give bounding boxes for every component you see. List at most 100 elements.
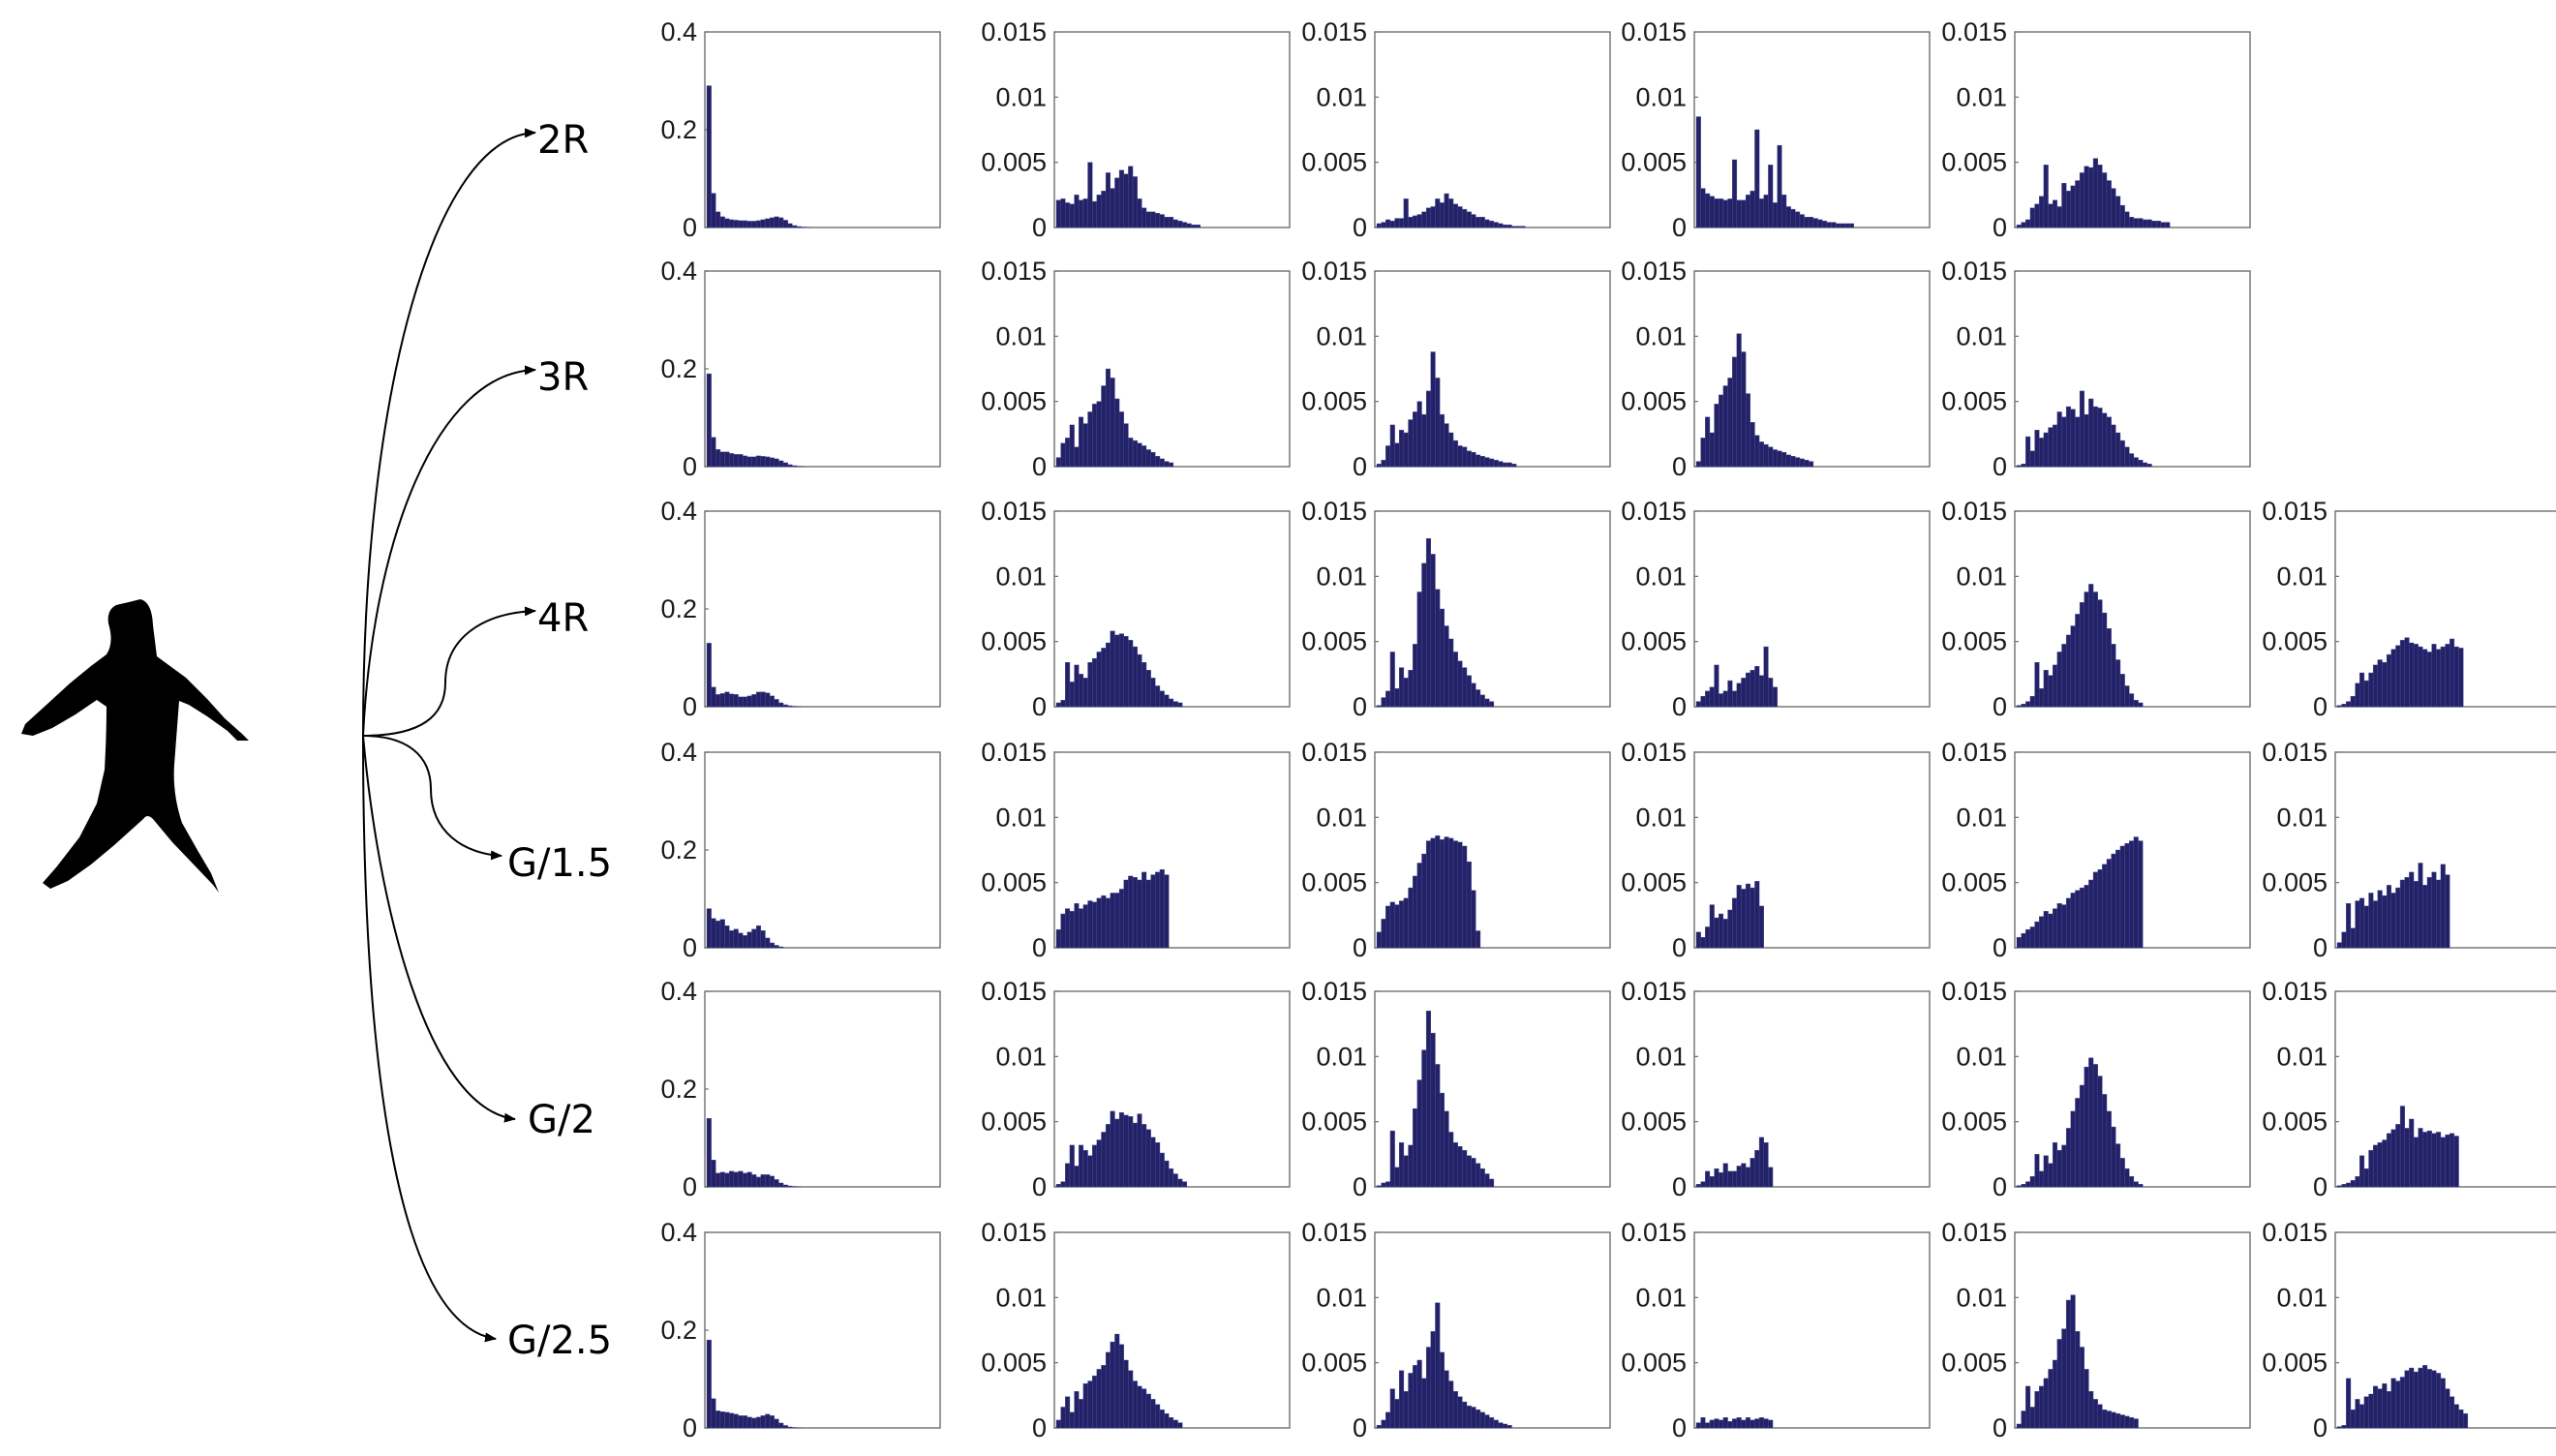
histogram-bar [2034,430,2040,468]
histogram-panel: 0 0.005 0.01 0.015 [1621,1218,1931,1442]
histogram-bar [1091,200,1098,228]
histogram-bar [1750,1158,1755,1188]
y-tick-label: 0.005 [1621,1349,1687,1378]
histogram-bar [1471,451,1476,468]
histogram-bar [1722,690,1728,708]
histogram-bar [2016,225,2022,228]
histogram-bar [2341,1184,2347,1188]
histogram-bar [2346,1182,2352,1188]
histogram-bar [2395,645,2401,708]
histogram-bar [1394,904,1400,949]
y-tick-label: 0.005 [1941,868,2007,897]
histogram-bar [719,451,725,468]
histogram-bar [743,455,748,468]
histogram-bar [746,695,752,708]
histogram-bar [2111,188,2116,228]
histogram-bar [1768,1167,1774,1188]
histogram-bar [1150,451,1156,468]
histogram-bar [1101,648,1107,708]
histogram-bar [1479,217,1485,228]
histogram-bar [1471,682,1476,708]
histogram-bar [1155,212,1161,228]
histogram-bar [1055,1184,1061,1188]
y-tick-label: 0.015 [1301,977,1367,1006]
histogram-bar [1745,672,1751,708]
histogram-bar [2056,206,2062,228]
histogram-bar [769,695,775,708]
histogram-bar [1758,1137,1764,1188]
y-tick-label: 0.01 [995,321,1047,350]
histogram-bar [715,1172,721,1188]
histogram-bar [1476,1409,1481,1429]
histogram-bar [1091,1375,1098,1429]
y-tick-label: 0.01 [995,1042,1047,1071]
histogram-bar [2102,412,2108,468]
y-tick-label: 0 [1672,1172,1687,1201]
histogram-bar [1731,690,1738,708]
histogram-bar [1381,697,1386,708]
histogram-bar [1502,1423,1508,1429]
histogram-bar [746,931,752,949]
y-tick-label: 0 [2313,692,2328,721]
y-tick-label: 0.005 [1621,387,1687,416]
histogram-bar [2138,702,2144,708]
histogram-bar [2377,1388,2383,1429]
histogram-bar [1155,1404,1161,1429]
histogram-bar [1055,1419,1061,1429]
histogram-bar [1695,461,1701,468]
histogram-bar [1714,664,1719,708]
histogram-bar [2386,1133,2391,1188]
histogram-bar [778,1182,784,1188]
histogram-bar [2155,221,2161,228]
histogram-bar [1741,199,1747,228]
y-tick-label: 0.4 [660,17,697,46]
histogram-bar [1817,219,1823,228]
histogram-bar [1155,871,1161,949]
histogram-bar [1110,378,1115,468]
histogram-bar [1430,1032,1436,1188]
histogram-bar [1060,913,1066,949]
histogram-bar [2084,1369,2089,1429]
histogram-bar [2025,219,2031,228]
histogram-bar [1155,456,1161,468]
histogram-bar [2043,432,2049,468]
histogram-bar [1110,630,1115,708]
histogram-bar [1412,1365,1418,1429]
histogram-bar [1177,1422,1183,1429]
histogram-bar [2436,879,2442,949]
histogram-bar [2336,1426,2342,1429]
histogram-bar [2359,1155,2365,1188]
histogram-bar [1768,165,1774,228]
histogram-bar [787,1185,793,1188]
histogram-bar [2372,1144,2379,1188]
histogram-bar [787,1426,793,1429]
histogram-bar [1745,1167,1751,1188]
row-label-3r: 3R [537,355,589,400]
y-tick-label: 0.01 [1635,1283,1687,1312]
histogram-bar [1177,221,1183,228]
histogram-bar [1736,1166,1742,1188]
histogram-bar [1448,638,1454,708]
histogram-bar [2462,1412,2469,1429]
histogram-bar [1118,1112,1124,1188]
y-tick-label: 0.01 [1316,321,1367,350]
histogram-bar [2350,927,2356,949]
histogram-bar [2133,1181,2139,1188]
y-tick-label: 0.01 [1635,561,1687,591]
histogram-bar [1376,705,1382,708]
histogram-bar [1101,191,1107,228]
histogram-bar [2106,628,2112,708]
histogram-bar [1466,675,1472,708]
histogram-bar [719,1171,725,1188]
y-tick-label: 0 [683,933,697,962]
histogram-bar [774,699,779,708]
histogram-bar [2065,1128,2071,1188]
histogram-bar [2075,180,2081,228]
histogram-bar [760,691,766,708]
histogram-bar [2129,453,2135,468]
histogram-bar [1421,1378,1427,1429]
histogram-bar [1795,457,1801,468]
y-tick-label: 0.015 [1941,497,2007,526]
histogram-bar [738,932,744,949]
histogram-bar [765,456,771,468]
